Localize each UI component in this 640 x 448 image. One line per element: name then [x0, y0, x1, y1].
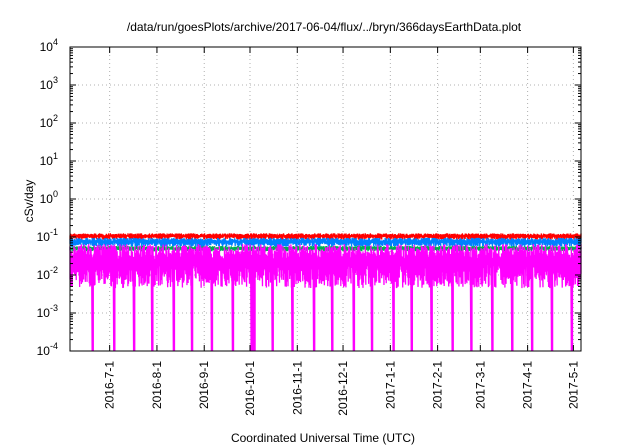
x-tick-label: 2017-4-1: [521, 361, 535, 409]
y-tick-label: 100: [40, 189, 58, 206]
x-tick-label: 2016-7-1: [103, 361, 117, 409]
x-tick-label: 2016-11-1: [290, 361, 304, 415]
plot-series: [69, 232, 582, 352]
chart-title: /data/run/goesPlots/archive/2017-06-04/f…: [127, 20, 522, 34]
x-axis-label: Coordinated Universal Time (UTC): [231, 431, 415, 445]
x-tick-label: 2017-5-1: [566, 361, 580, 409]
y-tick-label: 104: [40, 37, 58, 54]
y-axis-label: cSv/day: [22, 180, 36, 223]
x-tick-label: 2017-1-1: [383, 361, 397, 409]
grid: [70, 47, 581, 351]
ticks: 10-4 10-3 10-2 10-1 100 101 102 103 104 2016-7-1 2…: [37, 37, 581, 416]
x-tick-label: 2016-12-1: [336, 361, 350, 416]
x-tick-label: 2016-9-1: [197, 361, 211, 409]
x-tick-label: 2016-8-1: [150, 361, 164, 409]
y-tick-label: 103: [40, 75, 58, 92]
series-line: [69, 232, 582, 240]
x-tick-label: 2017-3-1: [473, 361, 487, 409]
y-tick-label: 10-4: [37, 341, 58, 358]
series-line: [69, 244, 582, 352]
x-tick-label: 2016-10-1: [243, 361, 257, 416]
y-tick-label: 101: [40, 151, 58, 168]
x-tick-label: 2017-2-1: [431, 361, 445, 409]
y-tick-label: 10-3: [37, 303, 58, 320]
y-tick-label: 102: [40, 113, 58, 130]
series-line: [69, 237, 582, 247]
y-tick-label: 10-2: [37, 265, 58, 282]
y-tick-label: 10-1: [37, 227, 58, 244]
